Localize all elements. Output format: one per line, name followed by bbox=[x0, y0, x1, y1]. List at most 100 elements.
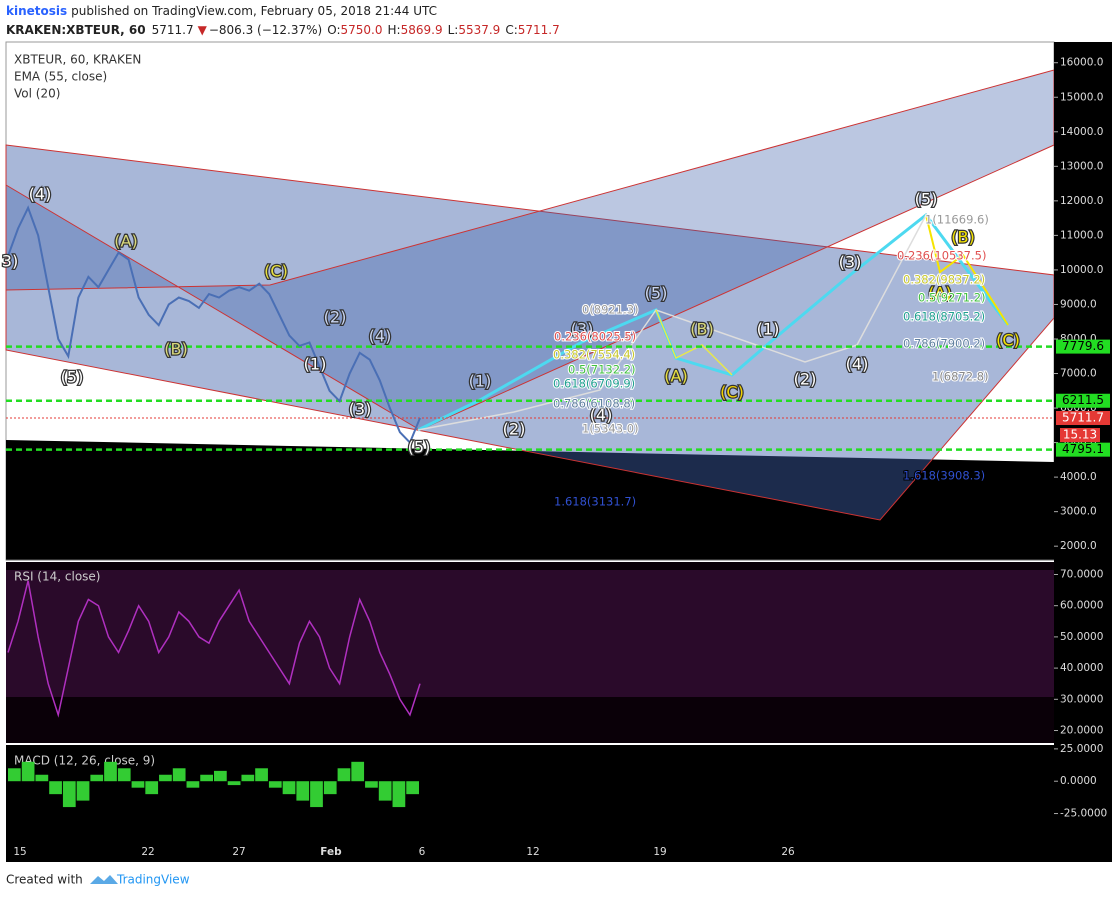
macd-bar bbox=[378, 781, 392, 801]
wave-label: (C) bbox=[720, 383, 744, 402]
macd-bar bbox=[268, 781, 282, 788]
fib-label: 0.786(6108.8) bbox=[553, 397, 635, 411]
macd-bar bbox=[351, 761, 365, 782]
fib-label: 0.382(9837.2) bbox=[903, 273, 985, 287]
macd-title: MACD (12, 26, close, 9) bbox=[14, 754, 155, 768]
level-label: 6211.5 bbox=[1062, 393, 1104, 407]
wave-label: (B) bbox=[164, 340, 187, 359]
macd-bar bbox=[21, 761, 35, 782]
y-tick-label: 13000.0 bbox=[1060, 160, 1103, 172]
fib-label: 0(8921.3) bbox=[582, 303, 639, 317]
fib-label: 0.786(7900.2) bbox=[903, 337, 985, 351]
o-val: 5750.0 bbox=[341, 23, 383, 37]
wave-label: (5) bbox=[61, 368, 84, 387]
x-tick-label: Feb bbox=[320, 846, 342, 858]
level-label: 4795.1 bbox=[1062, 442, 1104, 456]
vol-label: 15.13 bbox=[1063, 428, 1097, 442]
macd-bar bbox=[310, 781, 323, 808]
wave-label: (2) bbox=[324, 308, 347, 327]
h: H: bbox=[388, 23, 401, 37]
y-tick-label: 16000.0 bbox=[1060, 57, 1103, 69]
macd-bar bbox=[186, 781, 200, 788]
rsi-line bbox=[7, 580, 421, 718]
y-tick-label: 25.0000 bbox=[1060, 743, 1103, 755]
wave-label: (A) bbox=[928, 284, 951, 303]
wave-label: (1) bbox=[469, 372, 492, 391]
wave-label: (5) bbox=[408, 438, 431, 457]
y-tick-label: 40.0000 bbox=[1060, 662, 1103, 674]
wave-label: (C) bbox=[264, 262, 288, 281]
y-tick-label: 15000.0 bbox=[1060, 91, 1103, 103]
macd-bar bbox=[76, 781, 90, 801]
fib-label: 1(11669.6) bbox=[925, 213, 989, 227]
author[interactable]: kinetosis bbox=[6, 4, 67, 18]
fib-label: 1.618(3908.3) bbox=[903, 469, 985, 483]
rsi-title: RSI (14, close) bbox=[14, 570, 100, 584]
price-line bbox=[7, 205, 421, 445]
abc-yellow bbox=[655, 309, 733, 376]
dark-area bbox=[6, 440, 1054, 560]
h-val: 5869.9 bbox=[401, 23, 443, 37]
macd-pane bbox=[6, 745, 1054, 842]
x-tick-label: 27 bbox=[232, 846, 245, 858]
wave-label: (2) bbox=[794, 370, 817, 389]
abc-right bbox=[925, 214, 1009, 326]
y-tick-label: 7000.0 bbox=[1060, 368, 1097, 380]
vol-tag bbox=[1060, 428, 1100, 443]
macd-bar bbox=[90, 774, 104, 782]
c-val: 5711.7 bbox=[518, 23, 560, 37]
wave-label: (B) bbox=[951, 228, 974, 247]
last-label: 5711.7 bbox=[1062, 411, 1104, 425]
l: L: bbox=[448, 23, 459, 37]
y-tick-label: 10000.0 bbox=[1060, 264, 1103, 276]
header-line-1: kinetosis published on TradingView.com, F… bbox=[6, 4, 437, 18]
macd-bar bbox=[296, 781, 310, 801]
change: −806.3 (−12.37%) bbox=[209, 23, 322, 37]
arrow: ▼ bbox=[198, 23, 208, 37]
macd-bar bbox=[131, 781, 145, 788]
macd-bar bbox=[117, 768, 131, 782]
level-tag bbox=[1056, 339, 1110, 354]
wave-label: (3) bbox=[349, 400, 372, 419]
wave-label: (3) bbox=[571, 320, 594, 339]
wave-label: (4) bbox=[590, 406, 613, 425]
macd-bar bbox=[62, 781, 76, 808]
wave-label: (1) bbox=[304, 355, 327, 374]
y-tick-label: 0.0000 bbox=[1060, 775, 1097, 787]
x-tick-label: 19 bbox=[653, 846, 666, 858]
last: 5711.7 bbox=[152, 23, 194, 37]
time-axis bbox=[6, 842, 1112, 862]
fib-label: 0.236(8025.5) bbox=[554, 330, 636, 344]
x-tick-label: 12 bbox=[526, 846, 539, 858]
y-tick-label: 30.0000 bbox=[1060, 693, 1103, 705]
header-line-2: KRAKEN:XBTEUR, 60 5711.7 ▼ −806.3 (−12.37%)… bbox=[6, 23, 560, 37]
wave-label: (A) bbox=[114, 232, 137, 251]
wave-label: (1) bbox=[757, 320, 780, 339]
wave-label: (5) bbox=[915, 190, 938, 209]
wave-label: (A) bbox=[664, 367, 687, 386]
y-tick-label: 9000.0 bbox=[1060, 298, 1097, 310]
wave-label: (4) bbox=[29, 185, 52, 204]
y-tick-label: 14000.0 bbox=[1060, 126, 1103, 138]
macd-bar bbox=[172, 768, 186, 782]
y-tick-label: 4000.0 bbox=[1060, 471, 1097, 483]
level-tag bbox=[1056, 393, 1110, 408]
footer-brand[interactable]: TradingView bbox=[116, 873, 190, 887]
macd-bar bbox=[227, 781, 241, 786]
macd-bar bbox=[241, 774, 255, 782]
fib-label: 0.5(9271.2) bbox=[918, 291, 986, 305]
wave-label: (4) bbox=[846, 355, 869, 374]
y-tick-label: 70.0000 bbox=[1060, 568, 1103, 580]
macd-bar bbox=[159, 774, 172, 782]
logo bbox=[90, 875, 118, 884]
x-tick-label: 6 bbox=[419, 846, 426, 858]
y-tick-label: 3000.0 bbox=[1060, 506, 1097, 518]
macd-bar bbox=[49, 781, 62, 795]
wave-label: (2) bbox=[503, 420, 526, 439]
legend-ema: EMA (55, close) bbox=[14, 70, 107, 84]
fib-label: 1(5343.0) bbox=[582, 422, 639, 436]
y-tick-label: 12000.0 bbox=[1060, 195, 1103, 207]
y-tick-label: 60.0000 bbox=[1060, 600, 1103, 612]
y-tick-label: 2000.0 bbox=[1060, 540, 1097, 552]
x-tick-label: 22 bbox=[141, 846, 154, 858]
